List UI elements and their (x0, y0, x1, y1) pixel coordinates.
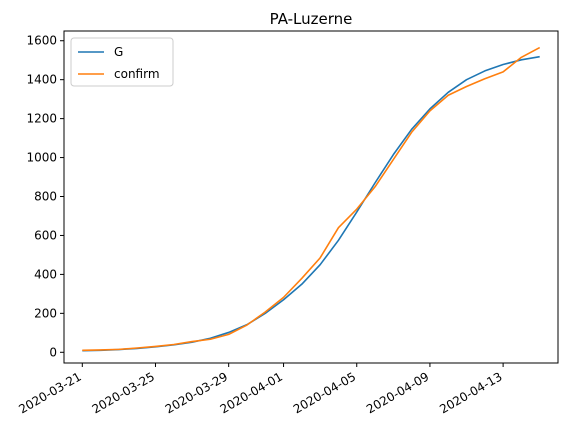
series-line-confirm (82, 46, 541, 352)
x-tick-label: 2020-04-05 (291, 369, 358, 416)
series-line-G (82, 55, 540, 352)
y-tick-label: 600 (34, 228, 57, 242)
y-tick-label: 1000 (26, 151, 57, 165)
y-tick-label: 1600 (26, 34, 57, 48)
x-tick-label: 2020-03-21 (16, 369, 83, 416)
legend-label: confirm (114, 67, 160, 81)
y-tick-label: 1400 (26, 73, 57, 87)
y-tick-label: 1200 (26, 112, 57, 126)
y-tick-label: 800 (34, 190, 57, 204)
x-tick-label: 2020-03-25 (90, 369, 157, 416)
x-tick-label: 2020-04-13 (437, 369, 504, 416)
legend-label: G (114, 45, 123, 59)
x-tick-label: 2020-04-09 (364, 369, 431, 416)
chart-title: PA-Luzerne (270, 10, 353, 28)
y-tick-label: 0 (49, 345, 57, 359)
plot-area (82, 46, 541, 352)
x-tick-label: 2020-04-01 (218, 369, 285, 416)
y-tick-label: 400 (34, 267, 57, 281)
y-tick-label: 200 (34, 306, 57, 320)
